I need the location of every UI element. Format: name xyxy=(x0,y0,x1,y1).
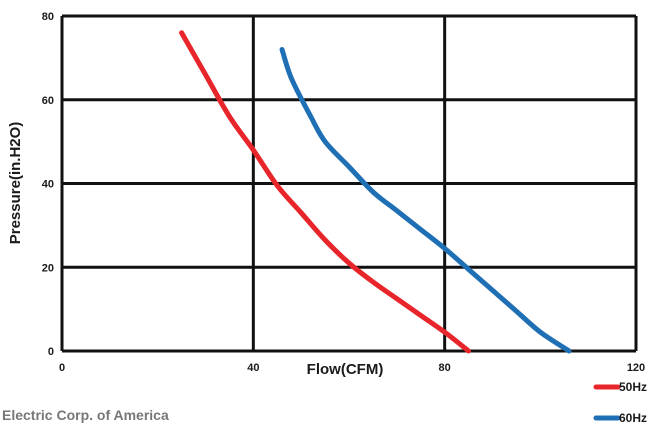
x-tick-label-80: 80 xyxy=(439,362,451,374)
x-tick-label-120: 120 xyxy=(627,362,645,374)
y-tick-label-0: 0 xyxy=(48,346,54,358)
footer-company-name: Electric Corp. of America xyxy=(2,407,169,423)
legend: 50Hz 60Hz xyxy=(593,380,647,425)
series-line-50Hz xyxy=(179,30,472,354)
grid xyxy=(60,14,638,353)
series-line-60Hz xyxy=(279,47,572,354)
y-tick-label-40: 40 xyxy=(42,179,54,191)
y-tick-label-20: 20 xyxy=(42,262,54,274)
x-tick-label-40: 40 xyxy=(247,362,259,374)
x-tick-label-0: 0 xyxy=(59,362,65,374)
legend-label-60Hz: 60Hz xyxy=(619,411,647,425)
series-lines xyxy=(179,30,572,354)
y-tick-label-80: 80 xyxy=(42,11,54,23)
y-tick-label-60: 60 xyxy=(42,95,54,107)
legend-label-50Hz: 50Hz xyxy=(619,380,647,394)
x-axis-title: Flow(CFM) xyxy=(307,361,384,378)
tick-labels: 0 20 40 60 80 0 40 80 120 xyxy=(42,11,645,374)
y-axis-title: Pressure(in.H2O) xyxy=(7,122,24,245)
